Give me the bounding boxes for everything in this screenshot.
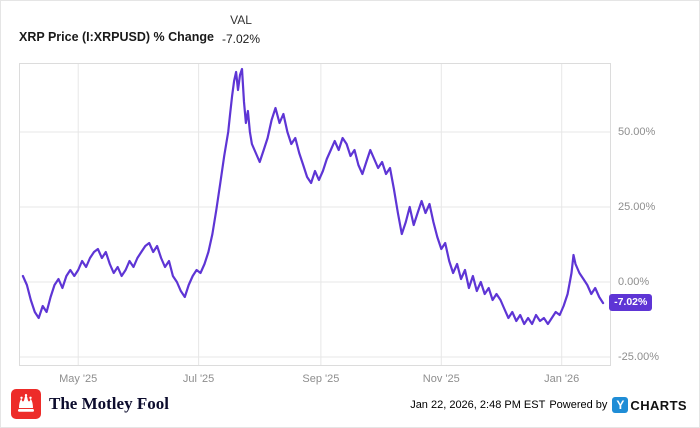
motley-fool-wordmark: The Motley Fool (49, 394, 169, 413)
motley-fool-brand: The Motley Fool (11, 389, 169, 419)
series-current-value: -7.02% (221, 32, 261, 46)
x-axis-tick-label: Jul '25 (182, 373, 215, 385)
val-column-header: VAL (230, 13, 252, 27)
x-axis-tick-label: Jan '26 (544, 373, 580, 385)
plot-border (19, 63, 611, 366)
motley-fool-jester-icon (11, 389, 41, 419)
ycharts-logo-icon: Y (612, 397, 629, 413)
chart-plot-area[interactable]: -7.02% May '25 Jul '25 Sep '25 Nov '25 Jan '… (19, 63, 659, 385)
last-value-badge: -7.02% (609, 294, 653, 312)
x-axis-tick-label: Nov '25 (422, 373, 460, 385)
series-title: XRP Price (I:XRPUSD) % Change (19, 30, 214, 44)
val-column: VAL -7.02% (201, 13, 281, 46)
attribution: Jan 22, 2026, 2:48 PM EST Powered by Y C… (410, 397, 687, 413)
y-axis-tick-label: 25.00% (618, 201, 656, 213)
y-axis-tick-label: 0.00% (618, 276, 650, 288)
chart-canvas (19, 63, 611, 366)
timestamp: Jan 22, 2026, 2:48 PM EST (410, 399, 546, 411)
y-axis-tick-label: -25.00% (618, 351, 659, 363)
ycharts-wordmark: CHARTS (630, 397, 687, 413)
x-axis-tick-label: Sep '25 (302, 373, 340, 385)
powered-by-label: Powered by (549, 399, 608, 411)
footer: The Motley Fool Jan 22, 2026, 2:48 PM ES… (1, 387, 699, 427)
x-axis-tick-label: May '25 (59, 373, 98, 385)
y-axis-tick-label: 50.00% (618, 126, 656, 138)
price-line (21, 67, 605, 326)
ycharts-logo[interactable]: Y CHARTS (612, 397, 687, 413)
